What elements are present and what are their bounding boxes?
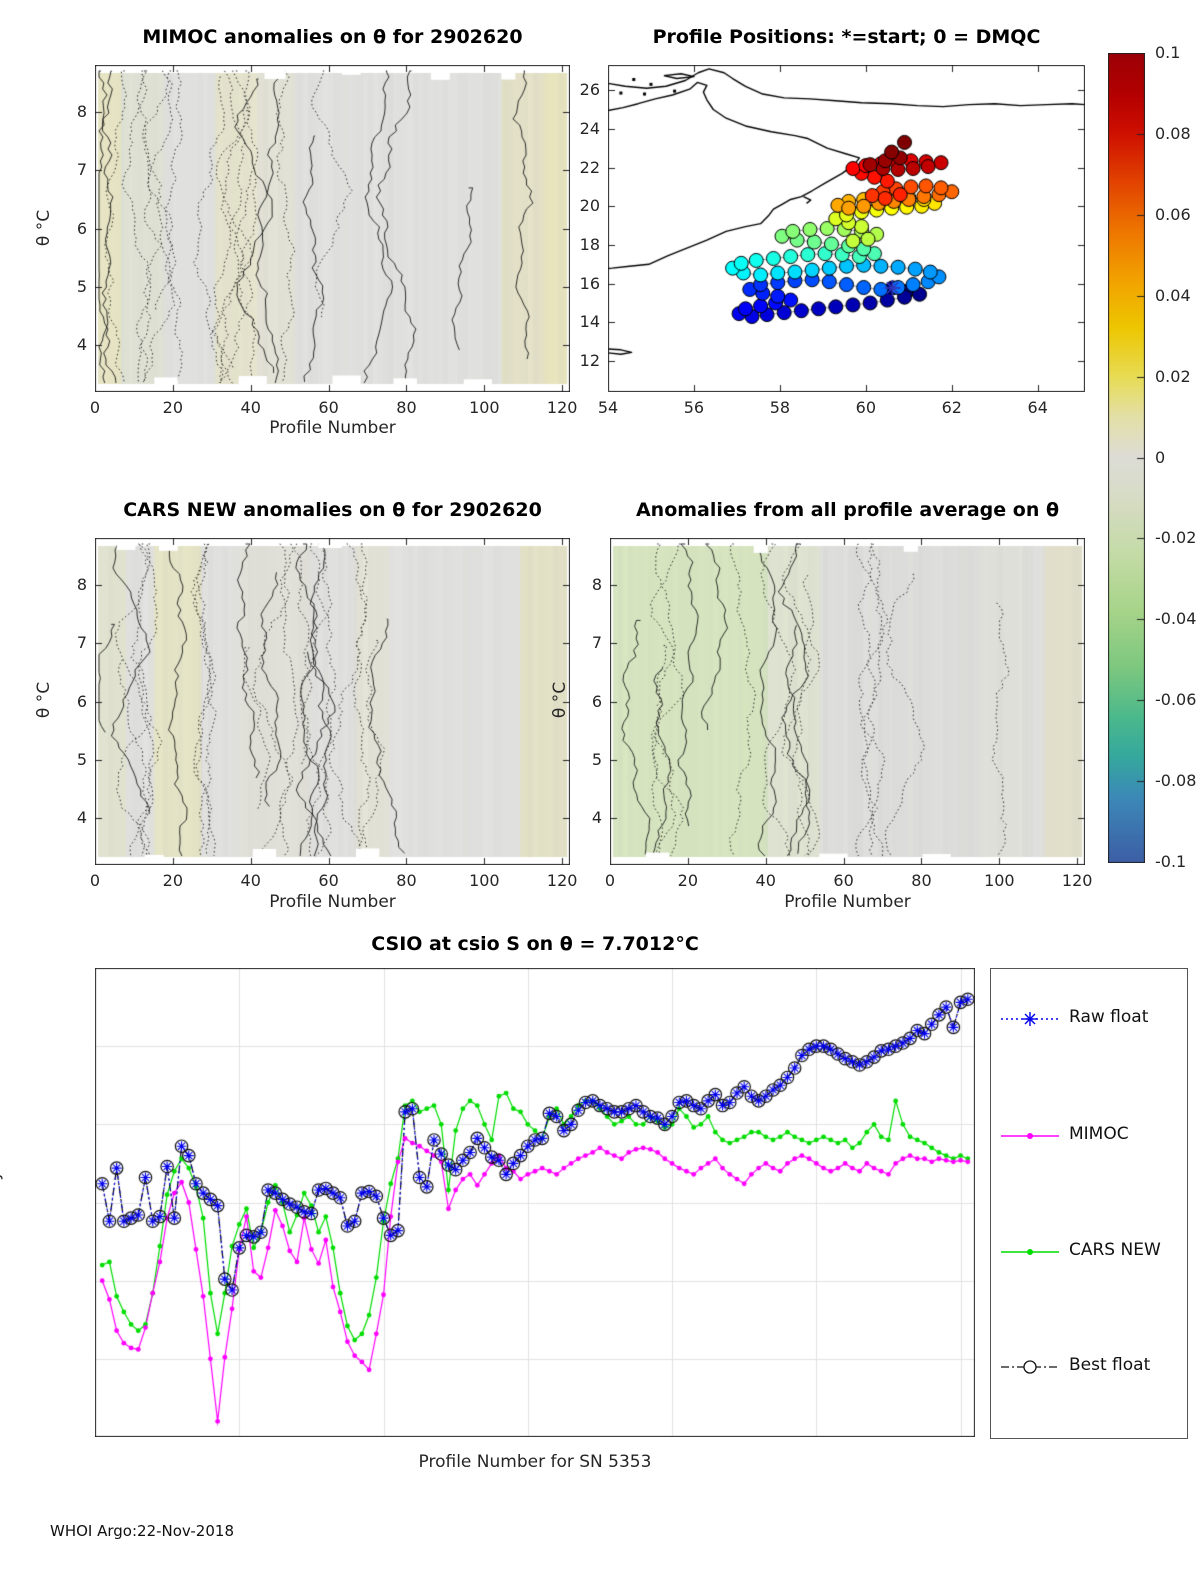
tick-label: 0.02 (1155, 366, 1191, 386)
timeseries-title: CSIO at csio S on θ = 7.7012°C (371, 933, 699, 955)
tick-label: 54 (597, 398, 619, 417)
tick-label: 5 (591, 749, 602, 769)
timeseries-xaxis-label: Profile Number for SN 5353 (418, 1452, 652, 1472)
tick-label: 6 (76, 691, 87, 711)
tick-label: 0.04 (1155, 285, 1191, 305)
mimoc-xaxis-label: Profile Number (269, 418, 396, 438)
cars-xaxis-label: Profile Number (269, 892, 396, 912)
tick-label: -0.02 (1155, 528, 1197, 548)
avg-panel-title: Anomalies from all profile average on θ (635, 499, 1060, 521)
tick-label: 40 (240, 398, 261, 417)
legend-label-cars-new: CARS NEW (1069, 1240, 1161, 1260)
tick-label: 26 (579, 80, 600, 100)
legend-item-cars-new: CARS NEW (991, 1237, 1187, 1267)
tick-label: -0.04 (1155, 609, 1197, 629)
tick-label: 8 (76, 574, 87, 594)
tick-label: 7 (76, 160, 87, 180)
tick-label: 40 (755, 871, 776, 890)
timeseries-legend: Raw float MIMOC CARS NEW Best float (990, 968, 1188, 1439)
tick-label: -0.06 (1155, 690, 1197, 710)
tick-label: 60 (833, 871, 854, 890)
legend-item-mimoc: MIMOC (991, 1121, 1187, 1151)
tick-label: 100 (469, 871, 500, 890)
tick-label: 100 (984, 871, 1015, 890)
tick-label: 16 (579, 273, 600, 293)
tick-label: 20 (579, 196, 600, 216)
tick-label: 0.06 (1155, 204, 1191, 224)
mimoc-anomaly-contour-plot (95, 65, 570, 392)
legend-label-mimoc: MIMOC (1069, 1124, 1129, 1144)
tick-label: 22 (579, 157, 600, 177)
salinity-timeseries-plot (95, 968, 975, 1437)
tick-label: 0 (89, 871, 101, 890)
tick-label: 4 (76, 335, 87, 355)
tick-label: 80 (911, 871, 932, 890)
tick-label: 62 (941, 398, 962, 417)
tick-label: 24 (579, 118, 600, 138)
tick-label: 100 (469, 398, 500, 417)
tick-label: 4 (591, 808, 602, 828)
tick-label: 0 (604, 871, 616, 890)
tick-label: 60 (318, 871, 339, 890)
tick-label: 7 (76, 633, 87, 653)
tick-label: 20 (162, 398, 184, 417)
tick-label: 14 (579, 312, 600, 332)
tick-label: -0.08 (1155, 771, 1197, 791)
map-title: Profile Positions: *=start; 0 = DMQC (652, 26, 1041, 48)
tick-label: 64 (1027, 398, 1048, 417)
cars-panel-title: CARS NEW anomalies on θ for 2902620 (123, 499, 542, 521)
legend-item-raw-float: Raw float (991, 1004, 1187, 1034)
tick-label: 120 (1061, 871, 1093, 890)
figure-footer-credit: WHOI Argo:22-Nov-2018 (50, 1522, 234, 1540)
tick-label: 0 (89, 398, 101, 417)
tick-label: 6 (591, 691, 602, 711)
tick-label: 4 (76, 808, 87, 828)
tick-label: 18 (579, 234, 600, 254)
tick-label: 8 (591, 574, 602, 594)
legend-label-raw-float: Raw float (1069, 1007, 1149, 1027)
anomaly-colorbar (1108, 53, 1145, 863)
tick-label: 12 (579, 351, 600, 371)
tick-label: 80 (396, 398, 417, 417)
tick-label: 5 (76, 276, 87, 296)
raw-float-legend-marker (1001, 1012, 1059, 1026)
tick-label: -0.1 (1155, 852, 1187, 871)
tick-label: 20 (162, 871, 184, 890)
legend-label-best-float: Best float (1069, 1355, 1151, 1375)
tick-label: 0.08 (1155, 123, 1191, 143)
tick-label: 0.1 (1155, 43, 1181, 62)
tick-label: 7 (591, 633, 602, 653)
tick-label: 80 (396, 871, 417, 890)
mimoc-legend-marker (1001, 1133, 1059, 1139)
timeseries-yaxis-label: Salinity (0, 1170, 4, 1234)
tick-label: 60 (855, 398, 876, 417)
tick-label: 0 (1155, 447, 1166, 467)
mimoc-panel-title: MIMOC anomalies on θ for 2902620 (142, 26, 523, 48)
profile-positions-map (608, 65, 1085, 392)
average-anomaly-contour-plot (610, 538, 1085, 865)
tick-label: 120 (546, 871, 578, 890)
tick-label: 40 (240, 871, 261, 890)
tick-label: 56 (683, 398, 705, 417)
avg-xaxis-label: Profile Number (784, 892, 911, 912)
tick-label: 8 (76, 101, 87, 121)
tick-label: 120 (546, 398, 578, 417)
tick-label: 60 (318, 398, 339, 417)
best-float-legend-marker (1001, 1360, 1059, 1374)
tick-label: 58 (769, 398, 791, 417)
tick-label: 6 (76, 218, 87, 238)
cars-new-legend-marker (1001, 1249, 1059, 1255)
legend-item-best-float: Best float (991, 1352, 1187, 1382)
tick-label: 5 (76, 749, 87, 769)
cars-anomaly-contour-plot (95, 538, 570, 865)
tick-label: 20 (677, 871, 699, 890)
